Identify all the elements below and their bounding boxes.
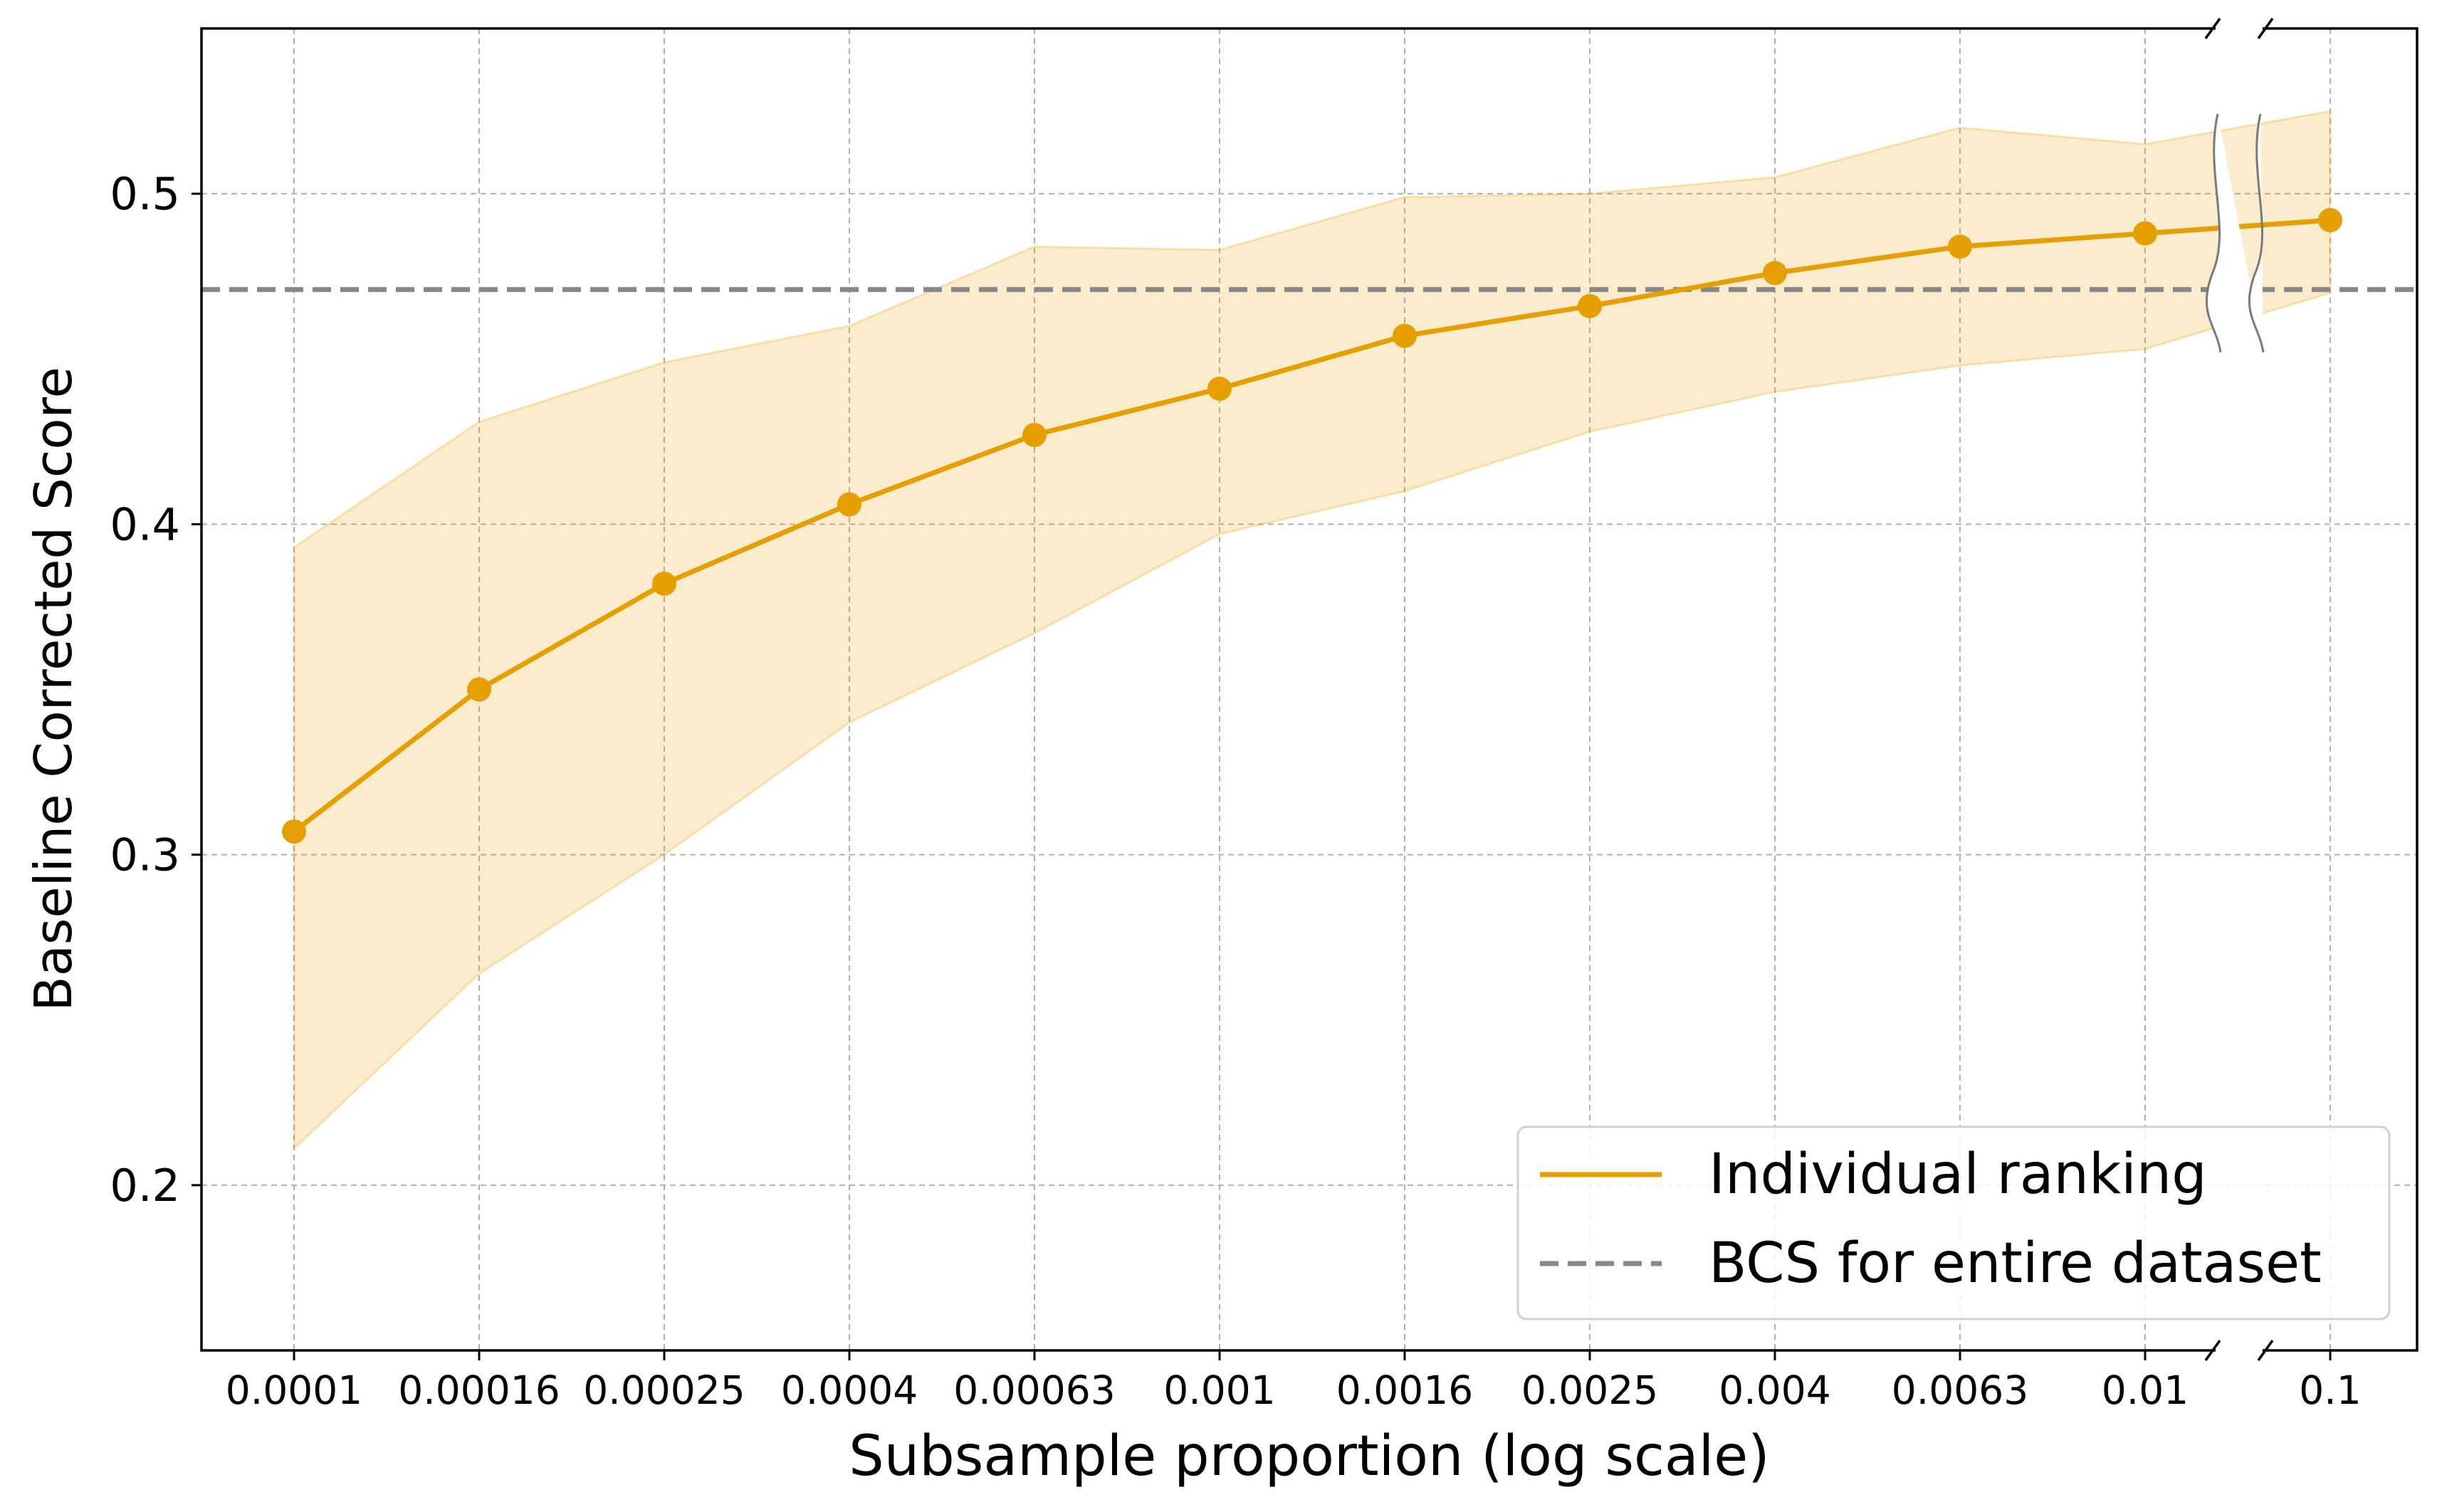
y-tick-label: 0.4	[110, 498, 180, 550]
x-tick-label: 0.0063	[1892, 1367, 2028, 1413]
legend-box	[1516, 1125, 2391, 1321]
x-tick-label: 0.00025	[583, 1367, 745, 1413]
y-axis-label: Baseline Corrected Score	[23, 367, 83, 1011]
axis-break-frame-gap	[2216, 21, 2263, 36]
axis-break-marker	[2204, 17, 2274, 1362]
legend-label-individual-ranking: Individual ranking	[1709, 1143, 2207, 1207]
axis-break-slash	[2204, 1339, 2221, 1362]
data-point	[1207, 377, 1232, 401]
x-tick-label: 0.004	[1719, 1367, 1830, 1413]
data-point	[282, 819, 306, 844]
legend-label-bcs-entire-dataset: BCS for entire dataset	[1709, 1232, 2322, 1296]
data-point	[1948, 234, 1972, 259]
data-point	[837, 492, 861, 517]
axes-frame	[200, 27, 2418, 1352]
data-point	[2133, 221, 2157, 246]
plot-area	[201, 110, 2417, 1152]
data-point	[652, 571, 676, 596]
x-tick-label: 0.00063	[953, 1367, 1115, 1413]
data-point	[1393, 323, 1417, 348]
data-point	[1022, 423, 1047, 448]
axis-break-frame-gap	[2216, 1343, 2263, 1358]
x-axis-label: Subsample proportion (log scale)	[849, 1424, 1769, 1489]
data-point	[467, 677, 491, 702]
data-point	[2318, 208, 2342, 233]
series-line	[292, 217, 2331, 834]
y-tick-label: 0.5	[110, 168, 180, 220]
axis-break-slash	[2204, 17, 2221, 40]
x-tick-label: 0.00016	[398, 1367, 560, 1413]
data-point	[1578, 293, 1602, 318]
y-tick-label: 0.2	[110, 1160, 180, 1212]
legend: Individual ranking BCS for entire datase…	[1516, 1125, 2391, 1321]
x-tick-label: 0.0025	[1521, 1367, 1658, 1413]
confidence-band	[293, 110, 2332, 1152]
x-tick-label: 0.1	[2299, 1367, 2361, 1413]
x-tick-label: 0.0001	[226, 1367, 362, 1413]
axis-break-slash	[2257, 1339, 2274, 1362]
x-tick-label: 0.01	[2102, 1367, 2189, 1413]
y-tick-label: 0.3	[110, 829, 180, 881]
axis-break-slash	[2257, 17, 2274, 40]
axis-break-curve-left	[2206, 113, 2222, 353]
x-tick-label: 0.0016	[1336, 1367, 1473, 1413]
data-point	[1763, 261, 1787, 285]
x-tick-label: 0.001	[1163, 1367, 1275, 1413]
axis-break-curve-right	[2248, 113, 2265, 353]
x-tick-label: 0.0004	[781, 1367, 918, 1413]
axis-ticks: 0.0001 0.00016 0.00025 0.0004 0.00063 0.001 0.…	[110, 168, 2361, 1413]
